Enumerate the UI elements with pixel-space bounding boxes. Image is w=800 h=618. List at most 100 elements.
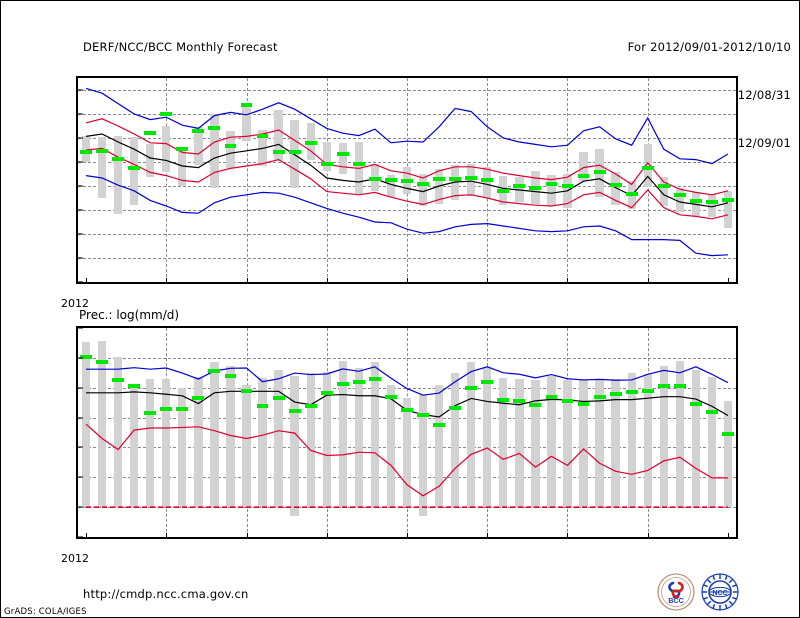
member-median-dash <box>272 395 285 400</box>
member-spread-bar <box>386 384 396 508</box>
member-median-dash <box>641 388 654 393</box>
y-axis-tick-mark <box>78 137 83 139</box>
member-spread-bar <box>643 144 652 187</box>
svg-text:NCC: NCC <box>712 590 727 597</box>
member-median-dash <box>705 409 718 414</box>
y-axis-tick-mark <box>78 446 83 448</box>
x-axis-tick-label: 10OCT <box>699 537 736 539</box>
member-spread-bar <box>418 393 428 517</box>
member-median-dash <box>513 184 526 188</box>
member-median-dash <box>144 411 157 416</box>
member-median-dash <box>433 423 446 428</box>
member-spread-bar <box>450 372 460 508</box>
member-spread-bar <box>627 372 636 508</box>
member-median-dash <box>192 396 205 401</box>
member-spread-bar <box>226 365 235 508</box>
member-spread-bar <box>274 110 283 162</box>
gridline-vertical <box>246 78 248 282</box>
member-median-dash <box>545 182 558 187</box>
member-median-dash <box>481 177 494 182</box>
member-median-dash <box>513 398 526 403</box>
member-median-dash <box>288 150 301 155</box>
y-axis-tick-mark <box>78 185 83 187</box>
x-axis-tick-label: 5OCT <box>633 537 663 539</box>
member-median-dash <box>705 200 718 204</box>
series-line <box>85 87 729 165</box>
member-spread-bar <box>547 375 556 508</box>
member-spread-bar <box>659 365 668 508</box>
member-spread-bar <box>499 378 508 508</box>
member-median-dash <box>625 390 638 395</box>
member-median-dash <box>336 381 349 386</box>
source-url[interactable]: http://cmdp.ncc.cma.gov.cn <box>83 587 249 601</box>
member-median-dash <box>449 405 462 410</box>
member-median-dash <box>401 179 413 184</box>
member-spread-bar <box>242 385 251 508</box>
member-median-dash <box>240 388 253 393</box>
member-spread-bar <box>242 103 251 142</box>
x-axis-tick-label: 20SEP <box>390 537 425 539</box>
x-axis-tick-mark <box>326 533 328 537</box>
member-median-dash <box>96 359 108 364</box>
member-spread-bar <box>338 360 347 508</box>
temperature-series-lines <box>85 87 729 257</box>
member-median-dash <box>401 407 413 412</box>
y-axis-tick-mark <box>78 257 83 259</box>
member-median-dash <box>224 373 237 378</box>
member-median-dash <box>288 408 301 413</box>
series-line <box>86 366 729 396</box>
member-spread-bar <box>579 379 588 508</box>
member-median-dash <box>673 384 686 389</box>
y-axis-tick-label: 0 <box>76 276 78 285</box>
member-median-dash <box>240 103 253 108</box>
member-spread-bar <box>595 380 604 508</box>
member-spread-bar <box>258 377 267 508</box>
x-axis-tick-label: 10OCT <box>699 282 736 284</box>
member-spread-bar <box>659 177 668 206</box>
x-axis-tick-label: 31AUG <box>77 537 115 539</box>
agency-logos: BCC NCC <box>657 573 741 611</box>
member-median-dash <box>96 148 108 153</box>
x-axis-tick-mark <box>166 533 168 537</box>
member-median-dash <box>657 184 670 188</box>
member-spread-bar <box>146 144 155 178</box>
member-median-dash <box>128 165 141 170</box>
member-median-dash <box>465 176 478 180</box>
x-axis-tick-label: 10SEP <box>229 282 264 284</box>
member-spread-bar <box>97 137 107 198</box>
member-median-dash <box>465 385 478 390</box>
member-median-dash <box>417 181 429 186</box>
member-median-dash <box>224 144 237 148</box>
member-median-dash <box>160 406 173 411</box>
x-axis-tick-mark <box>86 533 88 537</box>
gridline-vertical <box>166 78 168 282</box>
member-median-dash <box>304 140 317 145</box>
member-median-dash <box>144 131 157 136</box>
member-median-dash <box>352 161 365 166</box>
member-spread-bar <box>226 130 235 169</box>
member-spread-bar <box>162 378 171 508</box>
member-spread-bar <box>113 356 123 508</box>
member-spread-bar <box>450 165 460 201</box>
y-axis-tick-mark <box>78 536 83 537</box>
member-spread-bar <box>322 371 331 508</box>
member-median-dash <box>304 404 317 409</box>
member-median-dash <box>385 178 397 183</box>
x-axis-tick-mark <box>647 278 649 282</box>
member-spread-bar <box>210 114 219 189</box>
member-spread-bar <box>97 341 107 508</box>
member-median-dash <box>593 170 606 175</box>
member-spread-bar <box>210 362 219 508</box>
member-median-dash <box>112 156 125 161</box>
member-median-dash <box>593 395 606 400</box>
chart-header: DERF/NCC/BCC Monthly Forecast Member Siz… <box>1 7 799 150</box>
header-model-title: DERF/NCC/BCC Monthly Forecast <box>83 40 278 54</box>
y-axis-tick-mark <box>78 387 83 389</box>
member-spread-bar <box>322 142 331 171</box>
member-median-dash <box>641 166 654 171</box>
member-median-dash <box>368 376 381 381</box>
precipitation-median-dashes <box>78 328 736 537</box>
member-median-dash <box>208 126 221 131</box>
x-axis-tick-mark <box>567 533 569 537</box>
x-axis-tick-label: 25SEP <box>470 282 505 284</box>
